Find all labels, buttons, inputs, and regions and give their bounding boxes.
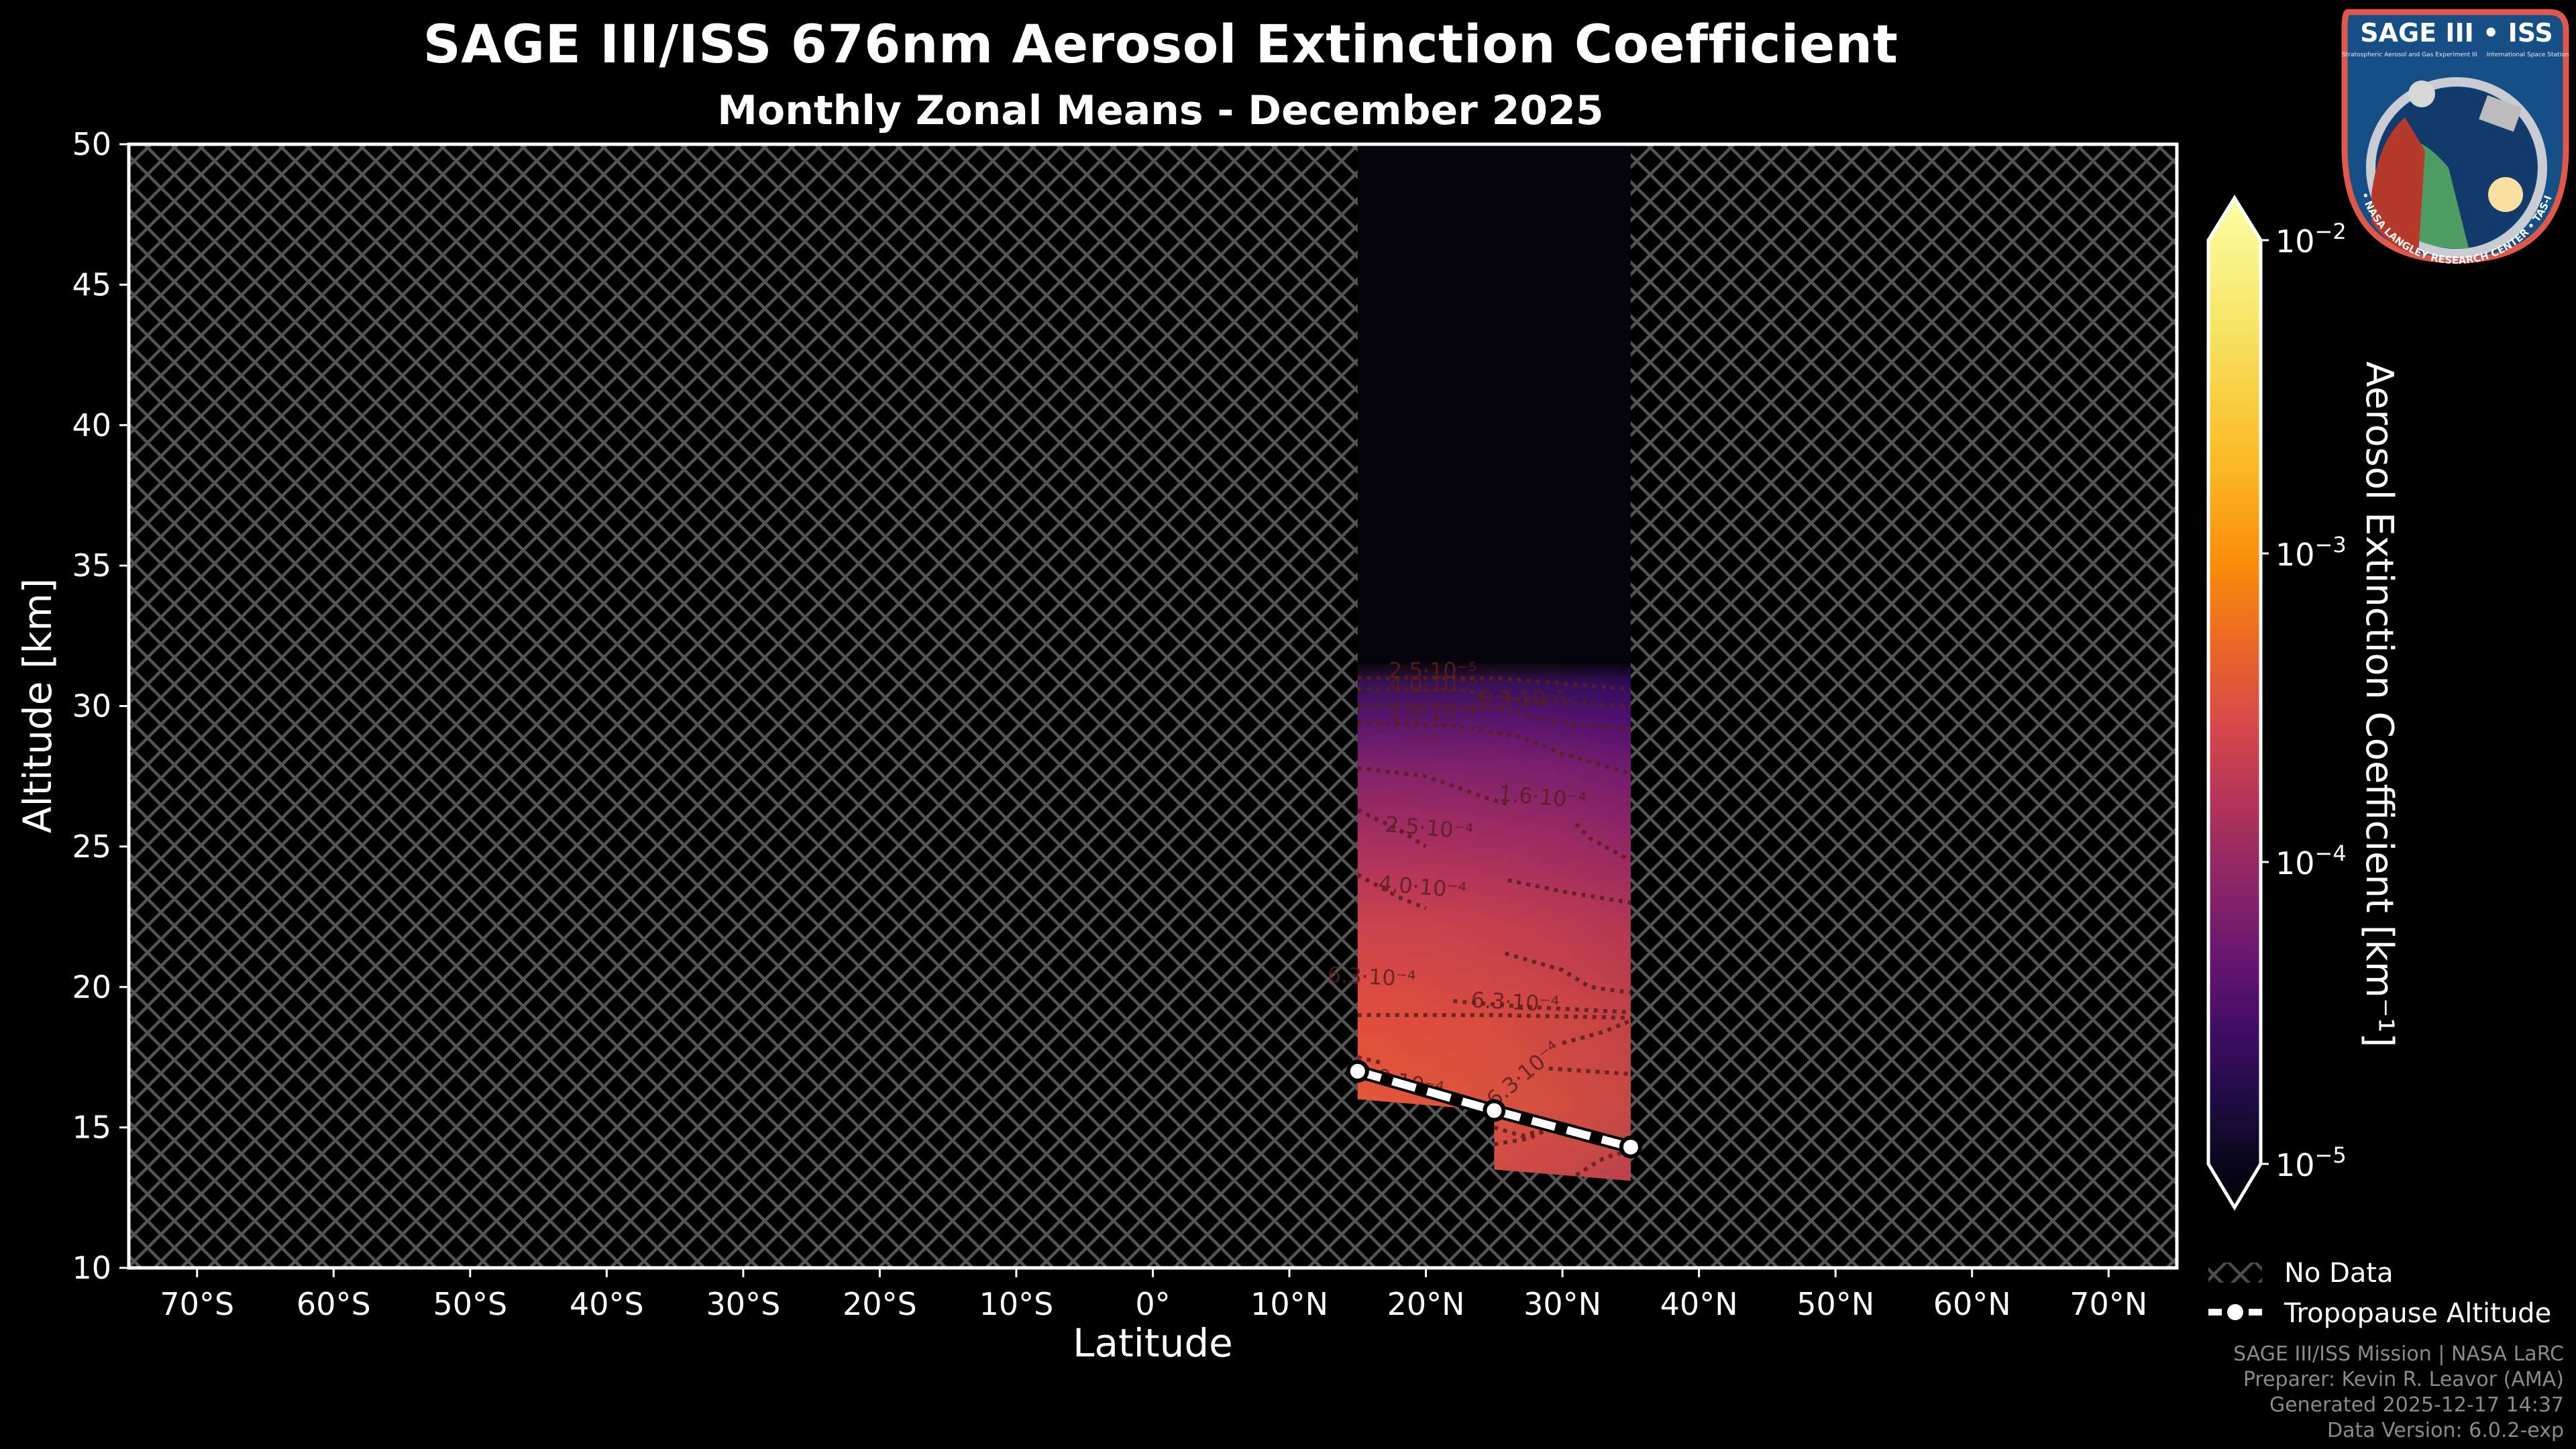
contour-label: 6.3·10⁻⁴ xyxy=(1327,962,1416,992)
credits-preparer: Preparer: Kevin R. Leavor (AMA) xyxy=(2243,1368,2564,1391)
contour-line xyxy=(1493,1128,1547,1146)
y-tick-label: 15 xyxy=(72,1110,111,1146)
patch-ring xyxy=(2366,77,2547,258)
chart-title: SAGE III/ISS 676nm Aerosol Extinction Co… xyxy=(423,15,1898,75)
credits-mission: SAGE III/ISS Mission | NASA LaRC xyxy=(2233,1342,2564,1366)
y-tick-label: 40 xyxy=(72,407,111,443)
y-tick-label: 30 xyxy=(72,688,111,724)
no-data-hatch xyxy=(129,144,2177,1268)
legend-no-data-swatch xyxy=(2208,1263,2262,1283)
contour-line xyxy=(1493,1125,1543,1138)
contour-line xyxy=(1356,808,1428,849)
credits-generated: Generated 2025-12-17 14:37 xyxy=(2269,1393,2564,1417)
x-tick-label: 10°S xyxy=(979,1286,1054,1322)
valid-top-fade xyxy=(1357,650,1631,681)
iss-icon xyxy=(2479,95,2522,132)
moon-icon xyxy=(2408,80,2435,107)
x-tick-label: 20°N xyxy=(1387,1286,1465,1322)
contour-line xyxy=(1574,1148,1631,1177)
x-tick-label: 40°S xyxy=(570,1286,644,1322)
wizard-figure-icon xyxy=(2371,117,2425,255)
credits-block: SAGE III/ISS Mission | NASA LaRC Prepare… xyxy=(2233,1342,2564,1444)
marker-circle-icon xyxy=(2227,1304,2243,1320)
patch-left-caption: Stratospheric Aerosol and Gas Experiment… xyxy=(2342,52,2477,58)
legend-label-tropopause: Tropopause Altitude xyxy=(2284,1298,2551,1329)
y-tick-label: 20 xyxy=(72,969,111,1005)
contour-line xyxy=(1357,1013,1631,1020)
colorbar-tick-label: 10−4 xyxy=(2275,841,2347,881)
contour-label: 4.0·10⁻⁵ xyxy=(1389,672,1477,698)
y-tick-label: 35 xyxy=(72,547,111,584)
patch-title: SAGE III • ISS xyxy=(2360,18,2553,48)
colorbar-tick-label: 10−2 xyxy=(2275,219,2347,260)
x-axis-label: Latitude xyxy=(1073,1320,1233,1366)
contour-line xyxy=(1548,1066,1631,1077)
legend-tropopause-swatch xyxy=(2208,1304,2262,1320)
contour-label: 2.5·10⁻⁵ xyxy=(1389,658,1477,684)
contour-label: 6.3·10⁻⁴ xyxy=(1470,987,1560,1017)
legend-label-no-data: No Data xyxy=(2284,1258,2394,1289)
patch-right-caption: International Space Station xyxy=(2487,52,2569,58)
y-tick-label: 10 xyxy=(72,1250,111,1286)
sun-icon xyxy=(2488,177,2523,212)
x-tick-label: 50°N xyxy=(1796,1286,1874,1322)
colorbar xyxy=(2206,195,2263,1211)
x-tick-label: 20°S xyxy=(843,1286,917,1322)
contour-line xyxy=(1357,704,1631,731)
contour-line xyxy=(1453,999,1631,1014)
x-tick-label: 50°S xyxy=(433,1286,507,1322)
x-tick-label: 70°N xyxy=(2070,1286,2147,1322)
x-tick-label: 10°N xyxy=(1250,1286,1328,1322)
contour-line xyxy=(1357,765,1509,806)
colorbar-label: Aerosol Extinction Coefficient [km⁻¹] xyxy=(2357,362,2401,1048)
colorbar-tick-label: 10−5 xyxy=(2275,1142,2347,1183)
contour-line xyxy=(1357,687,1631,708)
tropopause-marker xyxy=(1619,1135,1642,1159)
tropopause-line xyxy=(1356,1067,1632,1151)
contour-line xyxy=(1357,676,1631,692)
x-tick-label: 40°N xyxy=(1660,1286,1738,1322)
x-tick-label: 30°S xyxy=(706,1286,781,1322)
contour-label: 1.0·10⁻⁴ xyxy=(1389,700,1477,725)
extinction-field-shade xyxy=(1357,663,1631,1181)
contour-line xyxy=(1357,1055,1383,1065)
credits-version: Data Version: 6.0.2-exp xyxy=(2326,1419,2564,1442)
y-tick-label: 50 xyxy=(72,126,111,162)
contour-line xyxy=(1574,822,1632,863)
x-tick-label: 60°S xyxy=(297,1286,371,1322)
contour-line xyxy=(1356,873,1427,910)
x-tick-label: 70°S xyxy=(160,1286,234,1322)
y-axis-label: Altitude [km] xyxy=(15,578,60,833)
tropopause-marker xyxy=(1346,1059,1369,1083)
contour-label: 6.3·10⁻⁵ xyxy=(1477,686,1566,712)
y-tick-label: 45 xyxy=(72,266,111,303)
contour-line xyxy=(1504,951,1631,995)
tropopause-marker xyxy=(1483,1099,1506,1122)
colorbar-tick-label: 10−3 xyxy=(2275,532,2347,573)
x-tick-label: 30°N xyxy=(1523,1286,1601,1322)
y-tick-label: 25 xyxy=(72,828,111,865)
x-tick-label: 0° xyxy=(1135,1286,1170,1322)
chart-subtitle: Monthly Zonal Means - December 2025 xyxy=(717,87,1604,134)
hatch-swatch-icon xyxy=(2208,1263,2262,1283)
x-tick-label: 60°N xyxy=(1933,1286,2011,1322)
